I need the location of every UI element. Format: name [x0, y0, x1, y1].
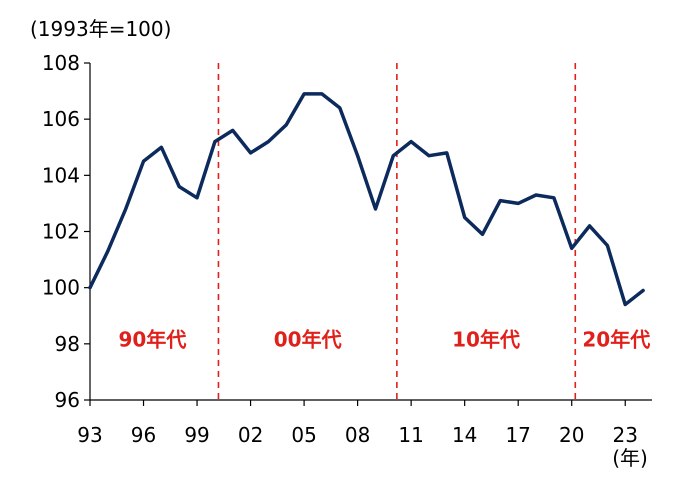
y-tick-label: 98 — [55, 332, 80, 356]
decade-label: 10年代 — [452, 328, 520, 352]
y-tick-label: 102 — [42, 220, 80, 244]
x-axis-unit-label: (年) — [612, 446, 648, 470]
x-tick-label: 96 — [131, 423, 156, 447]
y-tick-label: 96 — [55, 388, 80, 412]
x-tick-label: 11 — [398, 423, 423, 447]
y-tick-label: 108 — [42, 51, 80, 75]
decade-label: 20年代 — [582, 328, 650, 352]
y-tick-label: 100 — [42, 276, 80, 300]
decade-label: 00年代 — [274, 328, 342, 352]
x-tick-label: 14 — [452, 423, 477, 447]
x-tick-label: 08 — [345, 423, 370, 447]
y-tick-label: 104 — [42, 163, 80, 187]
decade-label: 90年代 — [119, 328, 187, 352]
x-tick-label: 17 — [505, 423, 530, 447]
y-axis-unit-label: (1993年=100) — [30, 17, 171, 41]
x-tick-label: 20 — [559, 423, 584, 447]
x-tick-label: 99 — [184, 423, 209, 447]
x-tick-label: 23 — [613, 423, 638, 447]
x-tick-label: 93 — [77, 423, 102, 447]
x-tick-label: 05 — [291, 423, 316, 447]
y-tick-label: 106 — [42, 107, 80, 131]
series-line — [88, 92, 645, 307]
x-tick-label: 02 — [238, 423, 263, 447]
